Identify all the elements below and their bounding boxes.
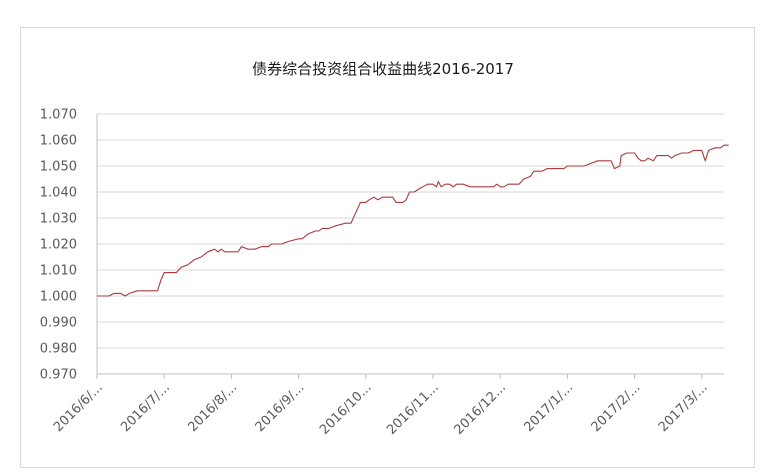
y-tick-label: 1.020 (40, 238, 77, 253)
y-tick-label: 1.070 (40, 108, 77, 123)
x-tick-label: 2016/10... (317, 380, 375, 438)
y-tick-label: 1.000 (40, 290, 77, 305)
x-tick-label: 2016/11... (384, 380, 442, 438)
y-tick-labels: 1.070 1.060 1.050 1.040 1.030 1.020 1.010 1.000… (40, 108, 77, 383)
x-tick-label: 2016/8/... (185, 380, 240, 435)
axes (96, 114, 724, 379)
y-tick-label: 1.040 (40, 186, 77, 201)
x-tick-label: 2017/2/... (589, 380, 644, 435)
x-tick-labels: 2016/6/... 2016/7/... 2016/8/... 2016/9/...… (51, 380, 711, 438)
y-tick-label: 1.050 (40, 160, 77, 175)
y-tick-label: 1.060 (40, 134, 77, 149)
x-tick-label: 2016/6/... (51, 380, 106, 435)
x-tick-label: 2016/12... (451, 380, 509, 438)
y-tick-label: 1.010 (40, 264, 77, 279)
series-lines (97, 144, 729, 297)
y-tick-label: 0.980 (40, 342, 77, 357)
x-tick-label: 2016/9/... (253, 380, 308, 435)
x-tick-label: 2017/1/... (521, 380, 576, 435)
chart-title: 债券综合投资组合收益曲线2016-2017 (252, 60, 514, 78)
y-tick-label: 0.970 (40, 368, 77, 383)
y-tick-label: 1.030 (40, 212, 77, 227)
x-tick-label: 2017/3/... (656, 380, 711, 435)
y-tick-label: 0.990 (40, 316, 77, 331)
chart-frame (20, 27, 755, 468)
x-tick-label: 2016/7/... (118, 380, 173, 435)
series-line (97, 144, 729, 297)
